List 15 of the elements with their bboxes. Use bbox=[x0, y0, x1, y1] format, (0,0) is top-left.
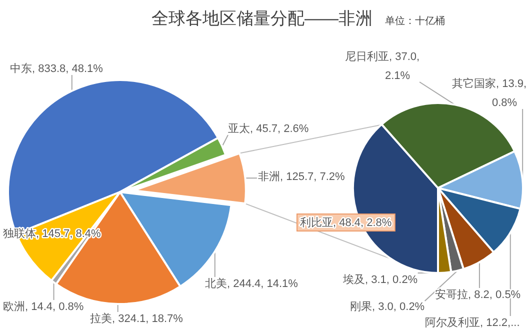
slice-label: 亚太, 45.7, 2.6% bbox=[228, 122, 309, 135]
slice-label: 尼日利亚, 37.0, 2.1% bbox=[345, 50, 420, 82]
slice-label: 埃及, 3.1, 0.2% bbox=[342, 273, 418, 286]
chart-title: 全球各地区储量分配——非洲 bbox=[152, 9, 372, 28]
slice-label: 拉美, 324.1, 18.7% bbox=[90, 312, 184, 325]
slice-label: 阿尔及利亚, 12.2,... bbox=[425, 316, 520, 329]
slice-label: 北美, 244.4, 14.1% bbox=[205, 277, 298, 290]
slice-label: 刚果, 3.0, 0.2% bbox=[350, 301, 425, 313]
slice-label: 欧洲, 14.4, 0.8% bbox=[3, 300, 84, 313]
slice-label: 其它国家, 13.9, 0.8% bbox=[452, 77, 527, 109]
slice-label: 非洲, 125.7, 7.2% bbox=[258, 170, 346, 183]
slice-label: 安哥拉, 8.2, 0.5% bbox=[435, 288, 521, 301]
slice-label: 利比亚, 48.4, 2.8% bbox=[300, 216, 392, 229]
slice-label: 中东, 833.8, 48.1% bbox=[10, 62, 104, 75]
text: 单位：十亿桶 bbox=[385, 15, 445, 27]
